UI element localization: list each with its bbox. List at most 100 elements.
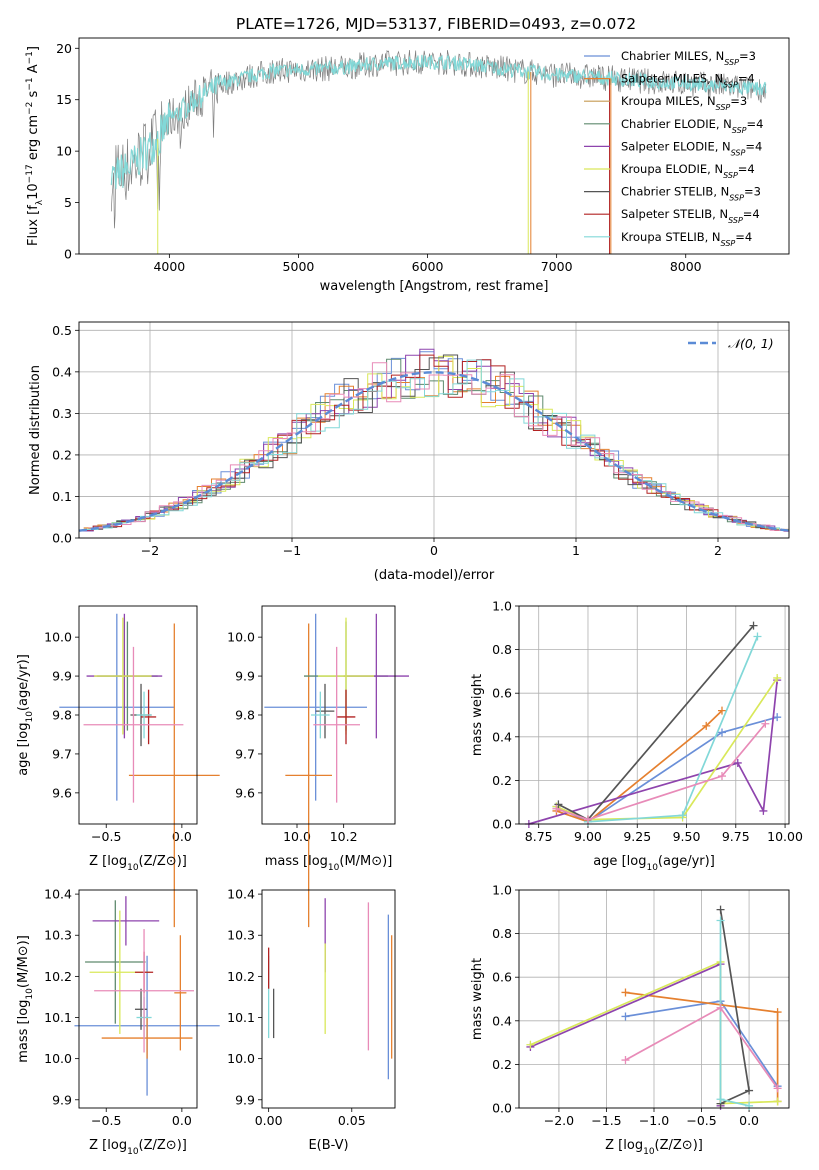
x-tick-label: 0.0 <box>172 829 192 844</box>
figure-title: PLATE=1726, MJD=53137, FIBERID=0493, z=0… <box>236 15 636 33</box>
x-tick-label: 0 <box>430 543 438 558</box>
mass-weight-marker <box>773 673 782 682</box>
mass-weight-marker <box>716 916 725 925</box>
axes-mass-vs-Z: −0.5 0.0 9.9 10.0 10.1 10.2 10.3 10.4 Z [log10(Z… <box>16 887 220 1157</box>
x-tick-label: 9.75 <box>722 829 750 844</box>
mass-vs-ebv-xlabel: E(B-V) <box>308 1138 348 1153</box>
y-tick-label: 9.9 <box>235 669 255 684</box>
x-tick-label: 1 <box>572 543 580 558</box>
mass-weight-marker <box>716 1095 725 1104</box>
y-tick-label: 9.6 <box>52 785 72 800</box>
spectrum-ylabel: Flux [fλ10−17 erg cm−2 s−1 A−1] <box>25 46 45 246</box>
y-tick-label: 10.1 <box>227 1010 255 1025</box>
x-tick-label: 7000 <box>541 259 573 274</box>
axes-frame-mass-weight-vs-age <box>518 605 790 825</box>
x-tick-label: 10.2 <box>330 829 358 844</box>
mass-weight-marker <box>621 1056 630 1065</box>
x-tick-label: 9.00 <box>574 829 602 844</box>
residuals-xlabel: (data-model)/error <box>374 568 495 583</box>
y-tick-label: 0.2 <box>492 1057 512 1072</box>
mass-vs-Z-ylabel: mass [log10(M/M⊙)] <box>16 935 35 1063</box>
legend-entry: Salpeter STELIB, NSSP=4 <box>621 207 760 225</box>
x-tick-label: 9.50 <box>673 829 701 844</box>
y-tick-label: 10.2 <box>44 969 72 984</box>
y-tick-label: 10.2 <box>227 969 255 984</box>
y-tick-label: 9.7 <box>52 746 72 761</box>
y-tick-label: 0.3 <box>52 406 72 421</box>
legend-entry: Chabrier MILES, NSSP=3 <box>621 49 756 67</box>
axes-frame-age-vs-mass <box>261 605 396 825</box>
x-tick-label: 10.0 <box>283 829 311 844</box>
x-tick-label: 6000 <box>412 259 444 274</box>
mass-weight-marker <box>773 713 782 722</box>
y-tick-label: 20 <box>56 41 72 56</box>
y-tick-label: 0.6 <box>492 970 512 985</box>
axes-frame-residuals <box>78 321 790 539</box>
axes-frame-spectrum <box>78 37 790 255</box>
age-vs-Z-ylabel: age [log10(age/yr)] <box>16 654 35 776</box>
y-tick-label: 1.0 <box>492 599 512 614</box>
axes-residuals: −2 −1 0 1 2 0.0 0.1 0.2 0.3 0.4 0.5 (data-model)/er… <box>28 321 790 583</box>
axes-frame-age-vs-Z <box>78 605 198 825</box>
legend-entry: Salpeter MILES, NSSP=4 <box>621 72 755 90</box>
mass-weight-vs-age-ylabel: mass weight <box>470 674 485 756</box>
mass-weight-marker <box>773 1097 782 1106</box>
mass-weight-marker <box>716 905 725 914</box>
y-tick-label: 0.4 <box>492 1013 512 1028</box>
y-tick-label: 1.0 <box>492 883 512 898</box>
y-tick-label: 0.2 <box>52 447 72 462</box>
mass-weight-marker <box>745 1101 754 1110</box>
y-tick-label: 15 <box>56 92 72 107</box>
x-tick-label: −0.5 <box>91 829 121 844</box>
x-tick-label: −2.0 <box>544 1113 574 1128</box>
x-tick-label: 8000 <box>670 259 702 274</box>
mass-weight-vs-age-xlabel: age [log10(age/yr)] <box>593 854 715 873</box>
y-tick-label: 9.9 <box>52 669 72 684</box>
residuals-ylabel: Normed distribution <box>28 365 43 495</box>
mass-weight-marker <box>702 721 711 730</box>
y-tick-label: 0.5 <box>52 323 72 338</box>
legend-entry: Chabrier STELIB, NSSP=3 <box>621 185 761 203</box>
y-tick-label: 5 <box>64 195 72 210</box>
y-tick-label: 10.0 <box>44 630 72 645</box>
y-tick-label: 10.0 <box>227 1051 255 1066</box>
x-tick-label: 9.25 <box>623 829 651 844</box>
mass-vs-Z-xlabel: Z [log10(Z/Z⊙)] <box>89 1138 187 1157</box>
axes-frame-mass-weight-vs-Z <box>518 889 790 1109</box>
axes-age-vs-mass: 10.0 10.2 9.6 9.7 9.8 9.9 10.0 mass [log10(M/M⊙… <box>227 605 409 928</box>
mass-weight-marker <box>678 811 687 820</box>
legend-entry: Salpeter ELODIE, NSSP=4 <box>621 139 762 157</box>
y-tick-label: 0.8 <box>492 926 512 941</box>
mass-weight-marker <box>621 1012 630 1021</box>
legend-entry: 𝒩(0, 1) <box>728 336 774 351</box>
mass-weight-marker <box>749 621 758 630</box>
y-tick-label: 0.0 <box>52 531 72 546</box>
residuals-legend: 𝒩(0, 1) <box>688 336 774 351</box>
mass-weight-marker <box>759 806 768 815</box>
axes-mass-vs-ebv: 0.00 0.05 9.9 10.0 10.1 10.2 10.3 10.4 E(B-V) <box>227 887 396 1153</box>
y-tick-label: 9.9 <box>235 1092 255 1107</box>
y-tick-label: 0.8 <box>492 642 512 657</box>
x-tick-label: 0.05 <box>338 1113 366 1128</box>
mass-weight-marker <box>773 1084 782 1093</box>
y-tick-label: 9.7 <box>235 746 255 761</box>
spectrum-xlabel: wavelength [Angstrom, rest frame] <box>320 279 549 294</box>
residual-histogram <box>88 358 789 532</box>
mass-weight-marker <box>773 1008 782 1017</box>
mass-weight-marker <box>745 1086 754 1095</box>
y-tick-label: 9.8 <box>52 708 72 723</box>
age-vs-mass-xlabel: mass [log10(M/M⊙)] <box>265 854 393 873</box>
mass-weight-marker <box>716 1003 725 1012</box>
mass-weight-marker <box>583 815 592 824</box>
mass-weight-marker <box>621 988 630 997</box>
x-tick-label: 0.00 <box>255 1113 283 1128</box>
y-tick-label: 0.2 <box>492 773 512 788</box>
residual-histogram <box>79 354 789 531</box>
x-tick-label: 10.00 <box>767 829 803 844</box>
x-tick-label: −1 <box>283 543 301 558</box>
legend-entry: Kroupa ELODIE, NSSP=4 <box>621 162 755 180</box>
x-tick-label: 2 <box>714 543 722 558</box>
legend-entry: Kroupa STELIB, NSSP=4 <box>621 230 752 248</box>
